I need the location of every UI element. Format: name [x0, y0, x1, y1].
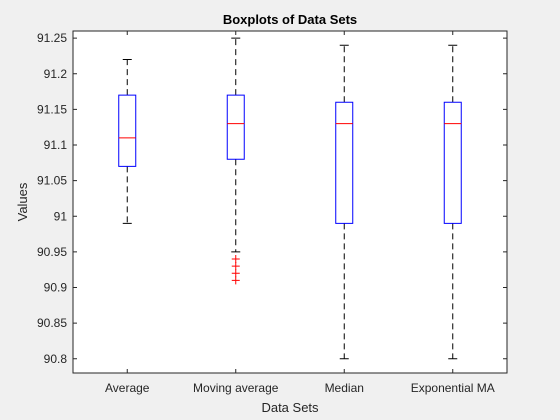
- x-tick-label: Exponential MA: [411, 381, 495, 395]
- box-iqr: [443, 101, 462, 224]
- boxplot-group: [335, 44, 354, 360]
- y-tick-label: 90.9: [44, 281, 68, 295]
- y-tick-label: 91.05: [37, 174, 67, 188]
- y-tick-label: 90.8: [44, 352, 68, 366]
- x-axis-ticks: Average Moving average Median Exponential M…: [105, 31, 495, 395]
- y-tick-label: 91.1: [44, 138, 68, 152]
- boxplot-group: [118, 59, 137, 224]
- y-axis-label: Values: [15, 182, 30, 221]
- x-tick-label: Moving average: [193, 381, 279, 395]
- y-tick-label: 91.25: [37, 31, 67, 45]
- outlier-marker: [231, 255, 240, 263]
- box-series: [118, 37, 462, 360]
- boxplot-group: [443, 44, 462, 360]
- x-tick-label: Average: [105, 381, 150, 395]
- y-tick-label: 90.85: [37, 316, 67, 330]
- y-tick-label: 91.2: [44, 67, 68, 81]
- y-axis-ticks: 90.8 90.85 90.9 90.95 91 91.05 91.1 91.15 91.2 91…: [37, 31, 507, 366]
- x-axis-label: Data Sets: [261, 400, 319, 415]
- chart-title: Boxplots of Data Sets: [223, 12, 357, 27]
- y-tick-label: 90.95: [37, 245, 67, 259]
- outlier-marker: [231, 269, 240, 278]
- boxplot-group: [226, 37, 245, 285]
- plot-frame: [72, 30, 508, 374]
- plot-area: [73, 31, 507, 373]
- box-iqr: [118, 94, 137, 167]
- outlier-marker: [231, 276, 240, 285]
- x-tick-label: Median: [325, 381, 364, 395]
- box-iqr: [226, 94, 245, 160]
- outlier-marker: [231, 262, 240, 271]
- y-tick-label: 91: [54, 209, 68, 223]
- box-iqr: [335, 101, 354, 224]
- y-tick-label: 91.15: [37, 102, 67, 116]
